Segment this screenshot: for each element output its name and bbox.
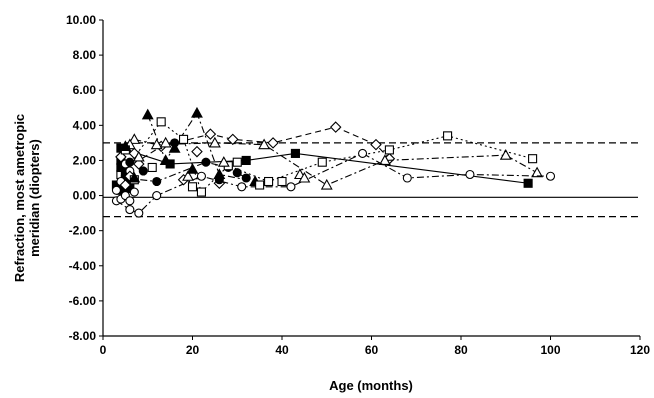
series-7-point [286,182,296,192]
series-3-point [201,157,211,167]
y-tick-label: 8.00 [73,48,97,62]
x-tick-label: 60 [365,343,379,357]
series-9-point [125,196,135,206]
series-5-point [499,149,512,160]
series-12-point [187,182,198,192]
series-14-point [128,171,141,183]
x-tick-label: 100 [540,343,560,357]
series-7-point [196,171,206,181]
series-5-point [150,138,163,150]
x-tick-label: 20 [186,343,200,357]
series-3-point [152,176,162,187]
series-12-point [277,176,287,187]
x-tick-label: 40 [275,343,289,357]
series-12-point [232,157,242,167]
series-9-point [129,187,139,197]
series-14-point [168,142,181,153]
series-6-point [156,117,166,127]
series-2-point [159,154,172,165]
series-12-point [147,162,157,173]
y-axis-title: Refraction, most ametropic meridian (dio… [12,114,42,282]
series-9-point [111,185,121,195]
y-tick-label: 6.00 [73,83,97,97]
y-axis-title-line-2: meridian (diopters) [27,139,42,257]
series-13-point [214,175,224,185]
series-6-point [264,176,274,187]
series-14-point [186,163,199,174]
series-6-point [179,134,189,144]
series-7-point [134,208,144,218]
series-6-point [317,157,327,167]
series-5-point [258,138,271,150]
y-tick-label: 10.00 [66,13,96,27]
y-tick-label: -8.00 [69,329,97,343]
y-tick-label: -4.00 [69,259,97,273]
series-5-point [128,133,141,144]
series-5-point [378,154,391,165]
series-5-point [531,166,544,178]
series-4-point [226,133,239,146]
series-1-point [241,155,251,165]
series-7-point [465,169,475,180]
series-11-point [298,171,311,183]
series-7-point [125,205,135,215]
y-tick-label: 0.00 [73,189,97,203]
series-7-point [402,173,412,183]
series-11-point [132,150,145,162]
y-axis-title-line-1: Refraction, most ametropic [12,114,27,282]
series-7-point [152,191,162,201]
y-tick-label: -2.00 [69,224,97,238]
series-5-line [134,138,538,186]
series-6-point [196,187,206,197]
series-6-point [443,131,453,141]
series-13-point [232,168,242,178]
series-7-point [545,171,556,181]
series-7-point [237,182,247,192]
series-11-point [217,156,230,167]
y-tick-label: 2.00 [73,153,97,167]
series-13-point [138,166,148,176]
x-tick-label: 80 [454,343,468,357]
x-axis-title: Age (months) [329,378,413,393]
series-3-point [241,173,251,183]
series-10-point [191,145,203,158]
series-5-point [208,136,221,148]
series-6-line [120,121,533,194]
series-12-point [255,180,265,190]
y-tick-label: -6.00 [69,294,97,308]
series-2-point [191,106,203,118]
series-11-point [182,170,194,181]
series-3-line [125,161,247,183]
series-5-point [320,178,333,190]
series-13-point [125,157,135,167]
series-6-point [528,154,538,164]
x-tick-label: 120 [630,343,650,357]
series-4-point [329,121,342,133]
series-4-point [267,137,279,149]
series-11-point [159,136,172,148]
series-1-point [523,178,533,188]
x-tick-label: 0 [100,343,107,357]
series-2-point [141,108,154,120]
series-4-point [370,138,382,151]
series-6-point [384,145,394,155]
y-tick-label: 4.00 [73,118,97,132]
series-7-point [357,148,368,158]
series-14-point [119,140,132,151]
series-1-point [290,148,300,158]
series-4-point [204,128,217,140]
series-10-point [119,179,132,191]
